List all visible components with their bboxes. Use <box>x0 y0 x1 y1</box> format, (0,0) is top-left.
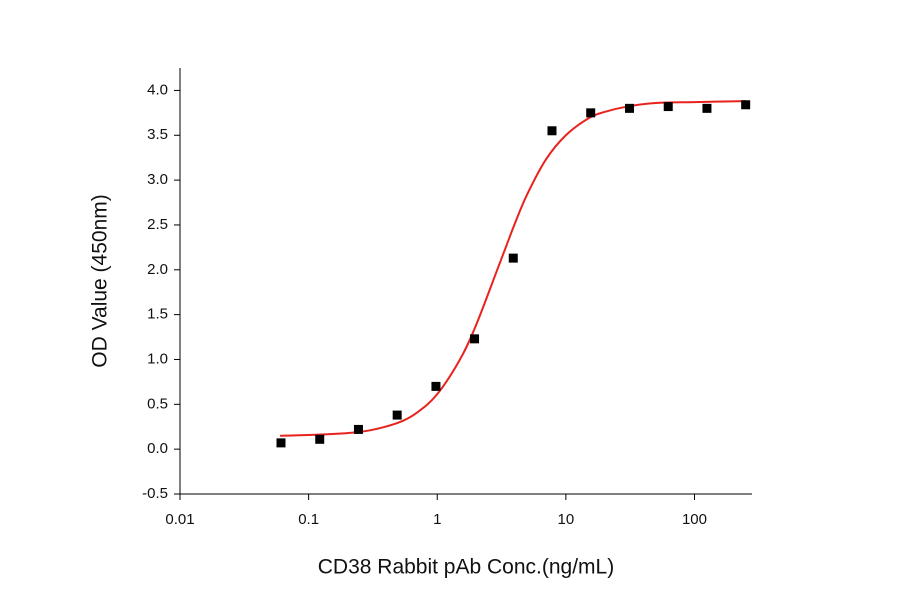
y-tick-label: 3.0 <box>147 171 168 188</box>
data-point <box>277 438 286 447</box>
data-point <box>509 254 518 263</box>
y-tick-label: 0.5 <box>147 395 168 412</box>
data-point <box>586 108 595 117</box>
data-point <box>431 382 440 391</box>
x-tick-label: 0.01 <box>165 511 194 528</box>
data-point <box>702 104 711 113</box>
data-point <box>741 100 750 109</box>
y-tick-label: 0.0 <box>147 440 168 457</box>
x-tick-label: 0.1 <box>298 511 319 528</box>
data-point <box>393 411 402 420</box>
x-axis-label: CD38 Rabbit pAb Conc.(ng/mL) <box>318 556 614 579</box>
y-tick-label: 1.5 <box>147 306 168 323</box>
data-point <box>315 435 324 444</box>
y-tick-label: -0.5 <box>142 485 168 502</box>
data-point <box>625 104 634 113</box>
data-point <box>664 102 673 111</box>
y-tick-label: 3.5 <box>147 126 168 143</box>
y-tick-label: 4.0 <box>147 81 168 98</box>
x-tick-label: 10 <box>558 511 575 528</box>
y-tick-label: 1.0 <box>147 350 168 367</box>
x-tick-label: 1 <box>433 511 441 528</box>
y-tick-label: 2.5 <box>147 216 168 233</box>
fit-curve <box>280 101 746 436</box>
y-axis-label: OD Value (450nm) <box>89 194 112 368</box>
data-point <box>547 126 556 135</box>
y-tick-label: 2.0 <box>147 261 168 278</box>
data-point <box>470 334 479 343</box>
x-tick-label: 100 <box>682 511 707 528</box>
data-point <box>354 425 363 434</box>
